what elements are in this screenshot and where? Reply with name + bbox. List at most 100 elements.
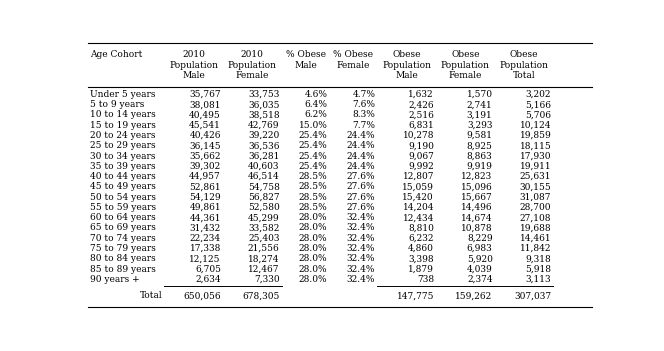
Text: 21,556: 21,556 bbox=[248, 244, 280, 253]
Text: 17,930: 17,930 bbox=[520, 152, 551, 160]
Text: 40,603: 40,603 bbox=[248, 162, 280, 171]
Text: 15.0%: 15.0% bbox=[299, 121, 327, 130]
Text: 19,859: 19,859 bbox=[519, 131, 551, 140]
Text: 8,863: 8,863 bbox=[467, 152, 493, 160]
Text: 36,536: 36,536 bbox=[248, 141, 280, 150]
Text: 19,688: 19,688 bbox=[520, 224, 551, 232]
Text: 24.4%: 24.4% bbox=[347, 131, 375, 140]
Text: 4.7%: 4.7% bbox=[353, 90, 375, 99]
Text: 32.4%: 32.4% bbox=[347, 234, 375, 243]
Text: 12,434: 12,434 bbox=[402, 213, 434, 222]
Text: 28.0%: 28.0% bbox=[299, 275, 327, 284]
Text: 39,220: 39,220 bbox=[248, 131, 280, 140]
Text: 10 to 14 years: 10 to 14 years bbox=[90, 111, 156, 119]
Text: 28.0%: 28.0% bbox=[299, 213, 327, 222]
Text: 45 to 49 years: 45 to 49 years bbox=[90, 183, 156, 191]
Text: 5,918: 5,918 bbox=[525, 265, 551, 273]
Text: 6.4%: 6.4% bbox=[304, 100, 327, 109]
Text: 35 to 39 years: 35 to 39 years bbox=[90, 162, 156, 171]
Text: 36,145: 36,145 bbox=[189, 141, 221, 150]
Text: 52,580: 52,580 bbox=[248, 203, 280, 212]
Text: 12,125: 12,125 bbox=[189, 254, 221, 263]
Text: 38,081: 38,081 bbox=[189, 100, 221, 109]
Text: 678,305: 678,305 bbox=[242, 291, 280, 300]
Text: 25,631: 25,631 bbox=[520, 172, 551, 181]
Text: 15,096: 15,096 bbox=[461, 183, 493, 191]
Text: 28.0%: 28.0% bbox=[299, 265, 327, 273]
Text: 2,426: 2,426 bbox=[408, 100, 434, 109]
Text: 14,496: 14,496 bbox=[461, 203, 493, 212]
Text: 14,674: 14,674 bbox=[461, 213, 493, 222]
Text: 9,067: 9,067 bbox=[408, 152, 434, 160]
Text: 5 to 9 years: 5 to 9 years bbox=[90, 100, 145, 109]
Text: 38,518: 38,518 bbox=[248, 111, 280, 119]
Text: 2,741: 2,741 bbox=[467, 100, 493, 109]
Text: 3,398: 3,398 bbox=[408, 254, 434, 263]
Text: 10,124: 10,124 bbox=[520, 121, 551, 130]
Text: 9,190: 9,190 bbox=[408, 141, 434, 150]
Text: 4.6%: 4.6% bbox=[304, 90, 327, 99]
Text: 55 to 59 years: 55 to 59 years bbox=[90, 203, 156, 212]
Text: 9,318: 9,318 bbox=[525, 254, 551, 263]
Text: 27.6%: 27.6% bbox=[347, 203, 375, 212]
Text: 24.4%: 24.4% bbox=[347, 162, 375, 171]
Text: 4,860: 4,860 bbox=[408, 244, 434, 253]
Text: 22,234: 22,234 bbox=[190, 234, 221, 243]
Text: 28.0%: 28.0% bbox=[299, 224, 327, 232]
Text: Under 5 years: Under 5 years bbox=[90, 90, 155, 99]
Text: 2010
Population
Male: 2010 Population Male bbox=[169, 50, 218, 80]
Text: 60 to 64 years: 60 to 64 years bbox=[90, 213, 156, 222]
Text: 28,700: 28,700 bbox=[520, 203, 551, 212]
Text: 24.4%: 24.4% bbox=[347, 141, 375, 150]
Text: 28.5%: 28.5% bbox=[299, 203, 327, 212]
Text: 15 to 19 years: 15 to 19 years bbox=[90, 121, 156, 130]
Text: 25.4%: 25.4% bbox=[299, 141, 327, 150]
Text: 4,039: 4,039 bbox=[467, 265, 493, 273]
Text: 32.4%: 32.4% bbox=[347, 224, 375, 232]
Text: 8.3%: 8.3% bbox=[353, 111, 375, 119]
Text: 54,129: 54,129 bbox=[189, 193, 221, 202]
Text: 1,570: 1,570 bbox=[467, 90, 493, 99]
Text: 17,338: 17,338 bbox=[189, 244, 221, 253]
Text: 12,807: 12,807 bbox=[402, 172, 434, 181]
Text: 2,516: 2,516 bbox=[408, 111, 434, 119]
Text: 28.5%: 28.5% bbox=[299, 183, 327, 191]
Text: 40 to 44 years: 40 to 44 years bbox=[90, 172, 156, 181]
Text: % Obese
Male: % Obese Male bbox=[286, 50, 325, 69]
Text: 147,775: 147,775 bbox=[396, 291, 434, 300]
Text: 9,992: 9,992 bbox=[408, 162, 434, 171]
Text: 44,957: 44,957 bbox=[189, 172, 221, 181]
Text: 46,514: 46,514 bbox=[248, 172, 280, 181]
Text: 12,467: 12,467 bbox=[248, 265, 280, 273]
Text: 10,278: 10,278 bbox=[402, 131, 434, 140]
Text: 31,087: 31,087 bbox=[520, 193, 551, 202]
Text: 8,810: 8,810 bbox=[408, 224, 434, 232]
Text: 90 years +: 90 years + bbox=[90, 275, 140, 284]
Text: Age Cohort: Age Cohort bbox=[90, 50, 143, 59]
Text: % Obese
Female: % Obese Female bbox=[333, 50, 373, 69]
Text: 30,155: 30,155 bbox=[519, 183, 551, 191]
Text: 33,753: 33,753 bbox=[248, 90, 280, 99]
Text: 70 to 74 years: 70 to 74 years bbox=[90, 234, 156, 243]
Text: 30 to 34 years: 30 to 34 years bbox=[90, 152, 155, 160]
Text: 18,115: 18,115 bbox=[519, 141, 551, 150]
Text: 45,299: 45,299 bbox=[248, 213, 280, 222]
Text: 49,861: 49,861 bbox=[189, 203, 221, 212]
Text: 15,420: 15,420 bbox=[402, 193, 434, 202]
Text: 85 to 89 years: 85 to 89 years bbox=[90, 265, 156, 273]
Text: 5,706: 5,706 bbox=[525, 111, 551, 119]
Text: 12,823: 12,823 bbox=[461, 172, 493, 181]
Text: Obese
Population
Female: Obese Population Female bbox=[441, 50, 490, 80]
Text: Total: Total bbox=[139, 291, 162, 300]
Text: 28.5%: 28.5% bbox=[299, 172, 327, 181]
Text: 1,632: 1,632 bbox=[408, 90, 434, 99]
Text: 28.0%: 28.0% bbox=[299, 234, 327, 243]
Text: 6,705: 6,705 bbox=[195, 265, 221, 273]
Text: 11,842: 11,842 bbox=[520, 244, 551, 253]
Text: 6,831: 6,831 bbox=[408, 121, 434, 130]
Text: 27.6%: 27.6% bbox=[347, 183, 375, 191]
Text: Obese
Population
Male: Obese Population Male bbox=[382, 50, 431, 80]
Text: 65 to 69 years: 65 to 69 years bbox=[90, 224, 156, 232]
Text: 159,262: 159,262 bbox=[456, 291, 493, 300]
Text: 50 to 54 years: 50 to 54 years bbox=[90, 193, 156, 202]
